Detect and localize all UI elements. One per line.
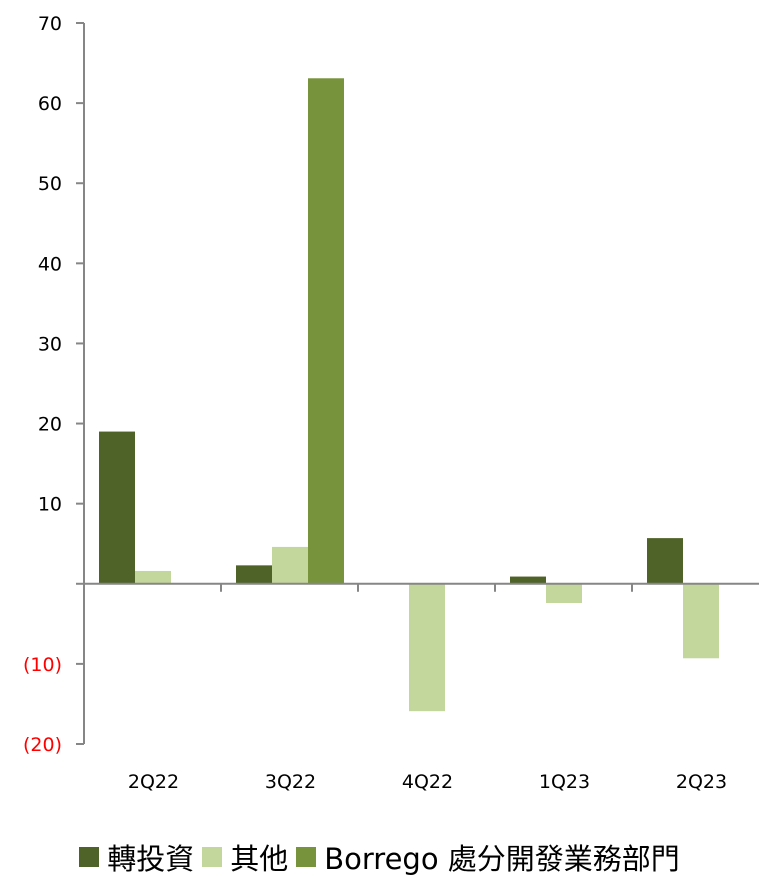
- x-tick-label: 1Q23: [539, 771, 590, 793]
- legend-swatch-series-1: [202, 847, 223, 867]
- x-tick-label: 2Q23: [676, 771, 727, 793]
- bar-3q22-series-1: [272, 546, 308, 584]
- y-tick-label: (20): [23, 734, 62, 756]
- legend-swatch-series-0: [79, 847, 100, 867]
- legend-item-series-0: 轉投資: [79, 836, 194, 878]
- y-tick-label: 60: [38, 93, 62, 115]
- bar-3q22-series-0: [236, 565, 272, 584]
- legend-label-series-0: 轉投資: [107, 842, 195, 876]
- bar-2q22-series-0: [99, 431, 135, 584]
- bar-1q23-series-1: [546, 583, 582, 604]
- bar-4q22-series-1: [409, 583, 445, 712]
- y-tick-label: 70: [38, 13, 62, 35]
- bar-3q22-series-2: [308, 78, 344, 584]
- y-tick-label: 40: [38, 253, 62, 275]
- y-tick-label: 10: [38, 494, 62, 516]
- x-axis: 2Q22 3Q22 4Q22 1Q23 2Q23: [84, 582, 759, 793]
- bars: [99, 78, 719, 712]
- bar-2q22-series-1: [135, 570, 171, 584]
- x-tick-label: 3Q22: [265, 771, 316, 793]
- legend: 轉投資 其他 Borrego 處分開發業務部門: [0, 836, 759, 878]
- x-tick-label: 4Q22: [402, 771, 453, 793]
- bar-2q23-series-1: [683, 583, 719, 659]
- legend-item-series-2: Borrego 處分開發業務部門: [296, 836, 680, 878]
- y-tick-label: 50: [38, 173, 62, 195]
- legend-swatch-series-2: [296, 847, 317, 867]
- x-tick-label: 2Q22: [128, 771, 179, 793]
- legend-item-series-1: 其他: [202, 836, 288, 878]
- legend-label-series-1: 其他: [230, 842, 289, 876]
- y-tick-label: 20: [38, 414, 62, 436]
- y-tick-label: 30: [38, 333, 62, 355]
- y-tick-label: (10): [23, 654, 62, 676]
- bar-2q23-series-0: [647, 538, 683, 584]
- bar-1q23-series-0: [510, 576, 546, 584]
- legend-label-series-2: Borrego 處分開發業務部門: [324, 842, 680, 876]
- y-axis: 70 60 50 40 30 20 10 (10) (20): [23, 13, 85, 756]
